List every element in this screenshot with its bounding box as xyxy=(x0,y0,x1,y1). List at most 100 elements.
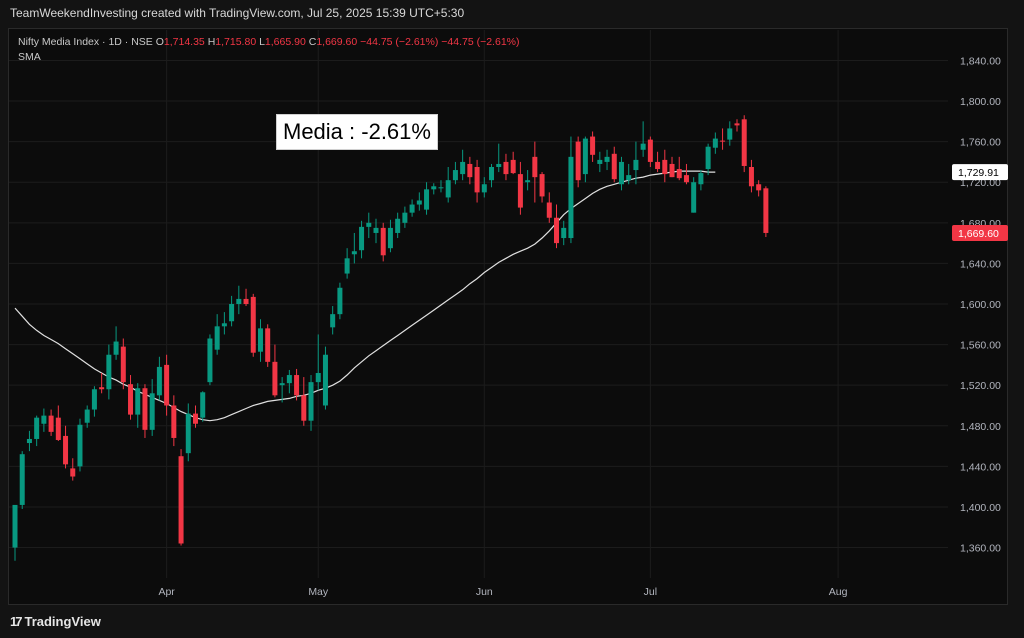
candle xyxy=(474,159,480,203)
candle-body xyxy=(763,188,769,233)
candle-body xyxy=(510,159,516,174)
candle xyxy=(424,182,430,215)
candle-body xyxy=(99,387,105,390)
price-axis: 1,360.00 1,400.00 1,440.00 1,480.00 1,520.00… xyxy=(960,55,1001,554)
candle-body xyxy=(561,227,567,239)
candle-body xyxy=(590,136,596,155)
candle-body xyxy=(272,361,278,396)
candle-body xyxy=(683,175,689,183)
symbol-name: Nifty Media Index · 1D · NSE xyxy=(18,36,153,48)
candle-body xyxy=(662,159,668,175)
candle xyxy=(221,312,227,335)
candle xyxy=(554,204,559,249)
candle xyxy=(344,248,350,279)
y-tick-label: 1,840.00 xyxy=(960,55,1001,67)
y-tick-label: 1,720.00 xyxy=(960,177,1001,189)
candle xyxy=(467,156,473,185)
candle xyxy=(705,143,711,176)
candle xyxy=(756,180,762,197)
candle xyxy=(481,177,487,198)
candle-body xyxy=(330,314,336,328)
candle xyxy=(611,146,617,183)
sma-price-badge-text: 1,729.91 xyxy=(958,167,999,179)
candle-body xyxy=(756,184,762,191)
candle xyxy=(272,344,278,398)
candle-body xyxy=(120,346,126,383)
candle xyxy=(84,405,90,428)
candle-body xyxy=(402,212,408,223)
candle-body xyxy=(257,328,263,352)
candle xyxy=(315,334,321,391)
candle-body xyxy=(34,417,40,439)
high-value: 1,715.80 xyxy=(215,36,257,48)
candle xyxy=(438,180,444,193)
candle xyxy=(236,285,242,315)
candle-body xyxy=(265,328,271,362)
candle-body xyxy=(611,153,617,180)
candle xyxy=(525,170,531,191)
candle xyxy=(445,167,451,203)
tradingview-logo[interactable]: 17 TradingView xyxy=(10,614,101,629)
candle-body xyxy=(395,218,401,233)
candle xyxy=(720,128,726,150)
candle-body xyxy=(676,169,682,179)
candle xyxy=(34,415,40,447)
candle-body xyxy=(301,395,307,421)
candle-body xyxy=(575,141,581,181)
candle xyxy=(691,177,697,213)
candle-body xyxy=(546,202,552,218)
candle xyxy=(503,153,509,181)
x-tick-label: Apr xyxy=(158,586,175,598)
candle-body xyxy=(236,298,242,304)
candle-body xyxy=(734,123,740,126)
candle xyxy=(604,149,610,171)
candle-body xyxy=(640,143,646,150)
candle xyxy=(286,369,292,394)
symbol-legend: Nifty Media Index · 1D · NSE O1,714.35 H… xyxy=(18,36,520,48)
candle xyxy=(135,383,141,428)
candle xyxy=(193,405,198,428)
candle-body xyxy=(467,163,473,178)
low-label: L xyxy=(259,36,265,48)
candle xyxy=(120,338,126,390)
candle-body xyxy=(135,388,141,415)
sma-layer xyxy=(14,170,716,422)
candle-body xyxy=(741,119,747,166)
candle-body xyxy=(633,159,639,171)
candle xyxy=(257,319,263,362)
candle-body xyxy=(337,287,343,315)
last-price-badge xyxy=(952,224,1008,241)
candle-body xyxy=(431,186,437,190)
candle-body xyxy=(748,167,754,187)
candle-body xyxy=(70,468,76,477)
candle-body xyxy=(669,163,675,178)
chart-frame[interactable] xyxy=(8,28,1008,605)
candle-body xyxy=(250,296,256,353)
y-tick-label: 1,520.00 xyxy=(960,380,1001,392)
candle-body xyxy=(41,415,47,424)
candle-body xyxy=(416,200,422,205)
candle xyxy=(99,373,105,394)
candle xyxy=(395,212,401,239)
candle xyxy=(70,458,76,481)
candle xyxy=(402,206,408,228)
candle xyxy=(156,356,162,401)
candle xyxy=(351,232,357,264)
candle-body xyxy=(474,167,480,193)
price-badges: 1,729.91 1,669.60 xyxy=(952,164,1008,241)
candle-body xyxy=(618,161,624,185)
y-tick-label: 1,360.00 xyxy=(960,543,1001,555)
candle-body xyxy=(727,128,733,140)
candle-body xyxy=(452,170,458,181)
candle xyxy=(662,149,668,183)
candle-body xyxy=(315,373,321,383)
candle xyxy=(683,163,689,185)
candle xyxy=(48,409,54,436)
candle xyxy=(149,379,155,436)
sma-indicator-label[interactable]: SMA xyxy=(18,51,41,63)
annotation-text-box[interactable]: Media : -2.61% xyxy=(276,114,438,150)
candle xyxy=(243,288,249,307)
candle xyxy=(185,403,191,462)
candle-body xyxy=(193,413,198,424)
